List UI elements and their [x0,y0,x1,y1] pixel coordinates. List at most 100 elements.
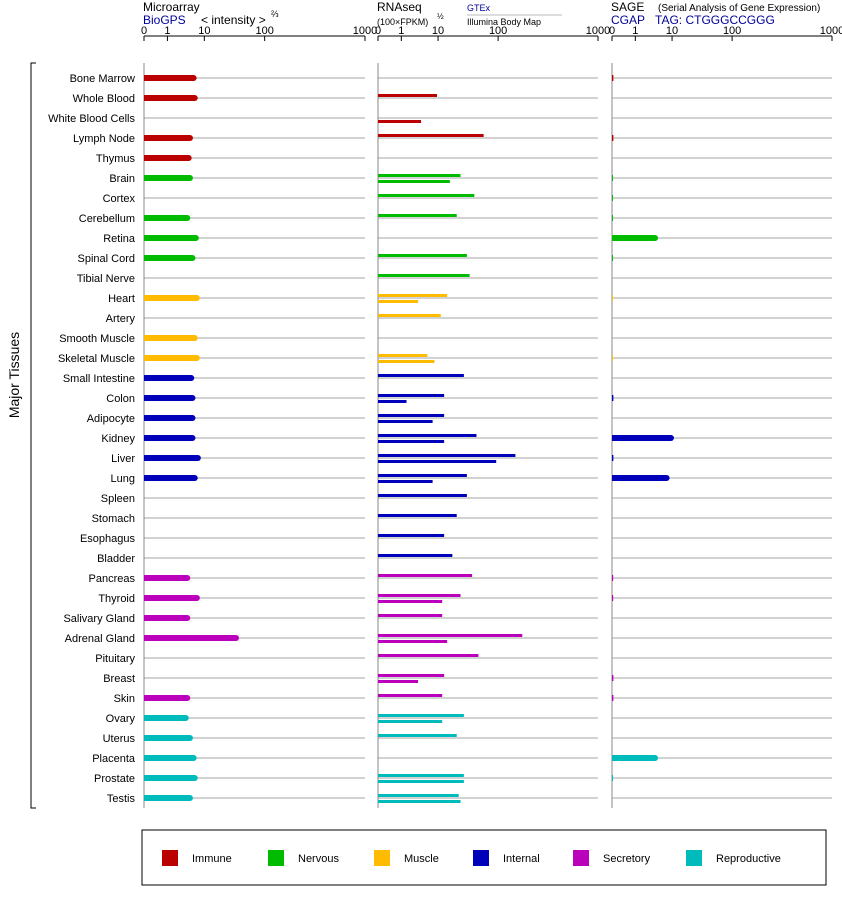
rnaseq-bar-gtex [378,374,464,377]
microarray-bar-cap [186,135,193,141]
microarray-bar [144,355,197,361]
microarray-bar [144,415,193,421]
rnaseq-bar-illumina [378,780,464,783]
rnaseq-bar-gtex [378,534,445,537]
tissue-label: Artery [106,313,136,325]
microarray-bar-cap [193,595,200,601]
tissue-label: Salivary Gland [63,613,135,625]
legend-label-immune: Immune [192,853,232,865]
tissue-label: Breast [103,673,135,685]
microarray-bar [144,755,194,761]
rnaseq-bar-gtex [378,514,457,517]
microarray-bar-cap [186,175,193,181]
microarray-bar [144,215,188,221]
rnaseq-bar-gtex [378,194,475,197]
microarray-bar [144,235,196,241]
rnaseq-bar-illumina [378,460,497,463]
rnaseq-bar-gtex [378,674,445,677]
microarray-bar [144,455,198,461]
rnaseq-tick-label: 1000 [586,25,610,37]
rnaseq-bar-gtex [378,654,479,657]
sage-bar-cap [663,475,670,481]
tissue-label: Skeletal Muscle [58,353,135,365]
microarray-bar [144,715,186,721]
microarray-bar-cap [184,695,191,701]
rnaseq-source-gtex: GTEx [467,3,491,13]
rnaseq-bar-illumina [378,720,443,723]
sage-title: SAGE [611,0,644,14]
microarray-bar [144,575,188,581]
sage-bar [612,215,613,221]
rnaseq-bar-gtex [378,454,516,457]
sage-bar [612,175,613,181]
rnaseq-bar-illumina [378,600,443,603]
sage-bar [612,235,656,241]
tissue-label: Thymus [96,153,136,165]
tissue-label: Spinal Cord [78,253,135,265]
major-tissues-bracket [30,62,36,809]
microarray-bar-cap [190,75,197,81]
microarray-bar-cap [193,355,200,361]
rnaseq-bar-gtex [378,694,443,697]
legend-swatch-muscle [374,850,390,866]
rnaseq-bar-illumina [378,120,422,123]
tissue-label: Tibial Nerve [77,273,135,285]
rnaseq-source-illumina: Illumina Body Map [467,17,541,27]
tissue-label: Ovary [106,713,136,725]
rnaseq-bar-illumina [378,680,419,683]
tissue-label: Cortex [103,193,136,205]
tissue-label: Retina [103,233,136,245]
rnaseq-bar-illumina [378,420,433,423]
microarray-bar-cap [189,395,196,401]
sage-bar-cap [667,435,674,441]
sage-tick-label: 10 [666,25,678,37]
rnaseq-bar-gtex [378,774,464,777]
rnaseq-bar-gtex [378,494,467,497]
tissue-label: Prostate [94,773,135,785]
tissue-label: Kidney [101,433,135,445]
rnaseq-unit: (100×FPKM) [377,17,428,27]
tissue-label: Pancreas [89,573,136,585]
tissue-label: Lung [111,473,135,485]
tissue-label: White Blood Cells [48,113,135,125]
microarray-bar-cap [184,615,191,621]
rnaseq-bar-gtex [378,254,467,257]
tissue-label: Adipocyte [87,413,135,425]
microarray-bar-cap [188,375,195,381]
microarray-bar [144,735,190,741]
microarray-bar-cap [185,155,192,161]
tissue-label: Skin [114,693,135,705]
rnaseq-panel: 0 1 10 100 1000 [375,25,610,808]
tissue-label: Adrenal Gland [65,633,135,645]
sage-tick-label: 1000 [820,25,842,37]
rnaseq-bar-illumina [378,360,435,363]
microarray-bar-cap [191,775,198,781]
legend-swatch-nervous [268,850,284,866]
legend-label-nervous: Nervous [298,853,339,865]
legend-label-internal: Internal [503,853,540,865]
microarray-tick-label: 10 [198,25,210,37]
microarray-tick-label: 0 [141,25,147,37]
tissue-label: Uterus [103,733,136,745]
microarray-bar-cap [186,735,193,741]
microarray-bar-cap [189,255,196,261]
microarray-bar-cap [193,295,200,301]
tissue-label: Esophagus [80,533,136,545]
sage-bar-cap [652,755,659,761]
tissue-label: Pituitary [95,653,135,665]
microarray-bar-cap [191,475,198,481]
tissue-label: Testis [107,793,136,805]
rnaseq-bar-gtex [378,574,473,577]
legend-swatch-reproductive [686,850,702,866]
rnaseq-bar-gtex [378,294,448,297]
sage-bar [612,195,613,201]
microarray-bar [144,255,193,261]
rnaseq-bar-gtex [378,414,445,417]
microarray-bar [144,375,192,381]
microarray-bar-cap [189,415,196,421]
legend-swatch-internal [473,850,489,866]
microarray-bar [144,175,190,181]
microarray-bar [144,635,237,641]
rnaseq-tick-label: 1 [398,25,404,37]
